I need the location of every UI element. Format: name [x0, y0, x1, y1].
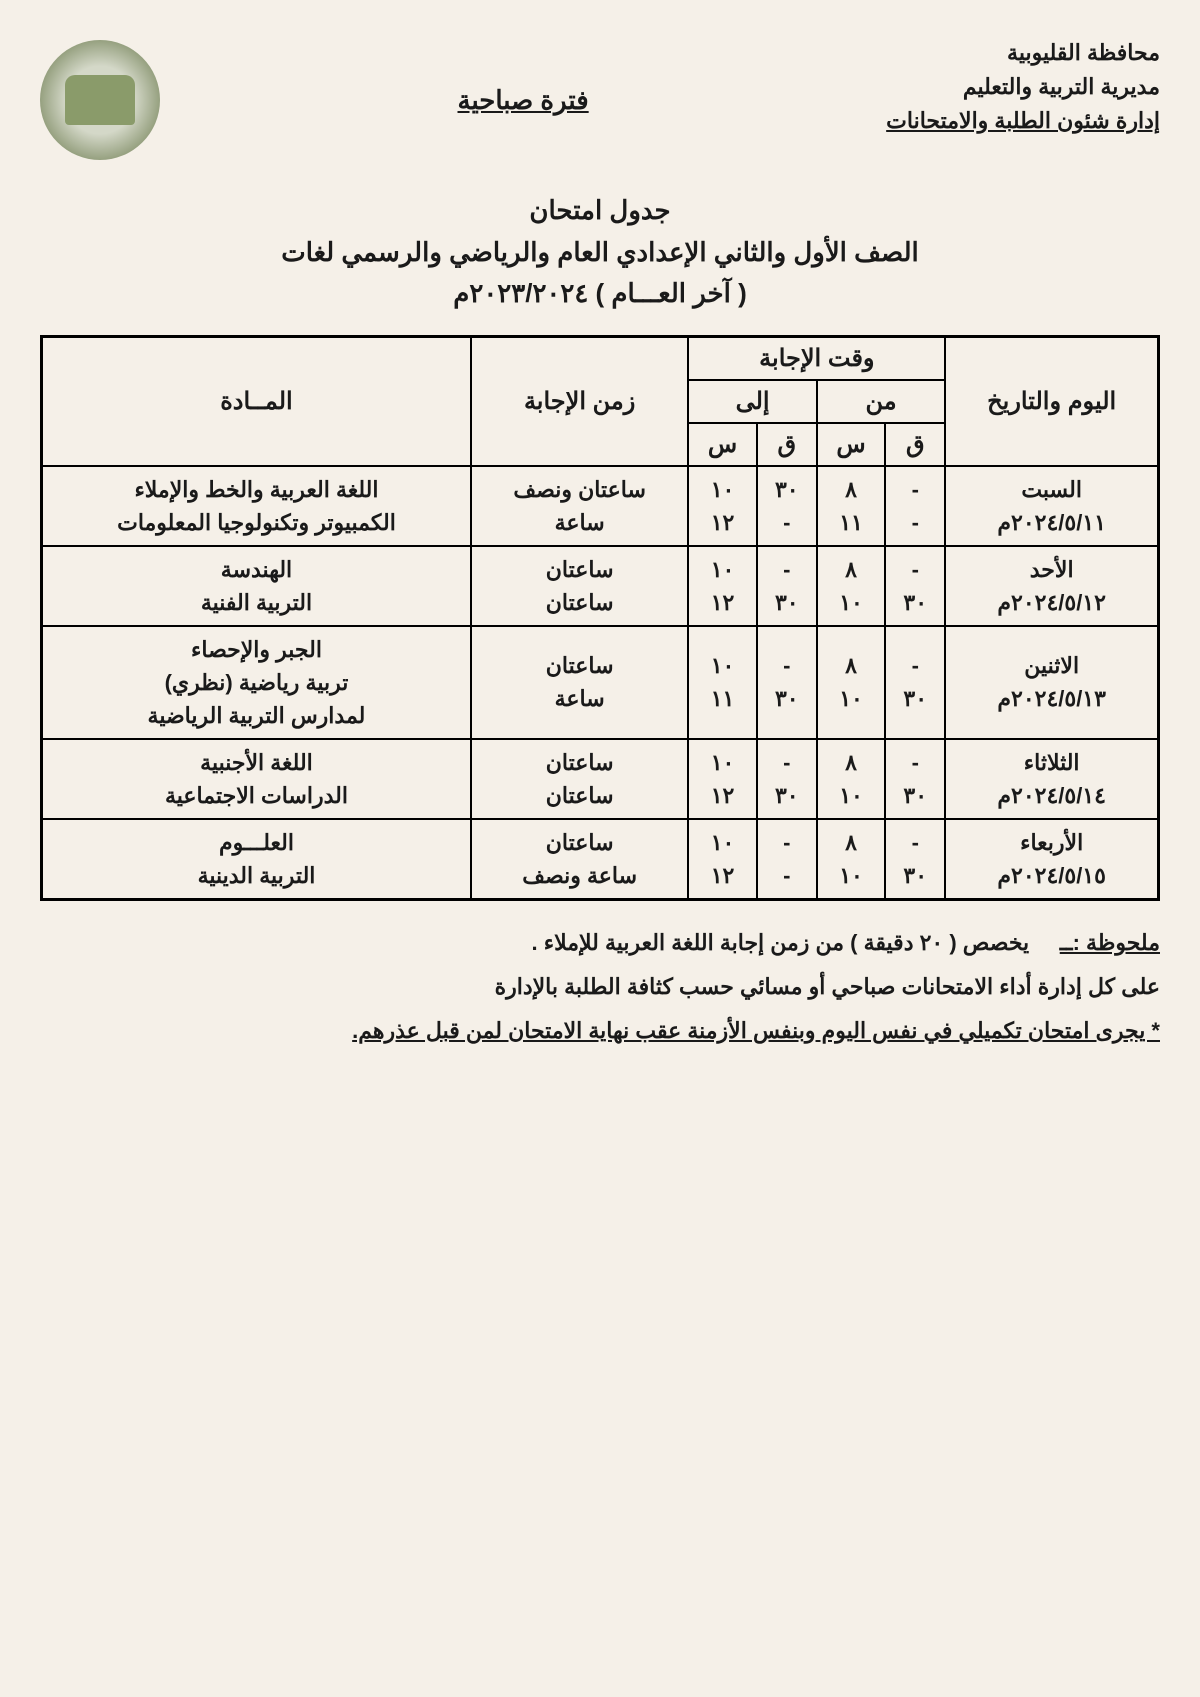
- header-row: محافظة القليوبية مديرية التربية والتعليم…: [40, 40, 1160, 160]
- directorate: مديرية التربية والتعليم: [886, 74, 1160, 100]
- cell-from-s: ٨١٠: [817, 546, 885, 626]
- title-line1: جدول امتحان: [40, 190, 1160, 232]
- title-line3: ( آخر العـــام ) ٢٠٢٣/٢٠٢٤م: [40, 273, 1160, 315]
- notes-block: ملحوظة :ــ يخصص ( ٢٠ دقيقة ) من زمن إجاب…: [40, 921, 1160, 1053]
- cell-to-d: --: [757, 819, 817, 900]
- cell-from-d: --: [885, 466, 945, 546]
- governorate: محافظة القليوبية: [886, 40, 1160, 66]
- table-row: الثلاثاء٢٠٢٤/٥/١٤م-٣٠٨١٠-٣٠١٠١٢ساعتانساع…: [42, 739, 1159, 819]
- cell-to-s: ١٠١٢: [688, 819, 756, 900]
- cell-to-d: -٣٠: [757, 626, 817, 739]
- title-line2: الصف الأول والثاني الإعدادي العام والريا…: [40, 232, 1160, 274]
- cell-from-s: ٨١٠: [817, 739, 885, 819]
- cell-from-d: -٣٠: [885, 819, 945, 900]
- cell-subject: الجبر والإحصاءتربية رياضية (نظري)لمدارس …: [42, 626, 471, 739]
- cell-date: الأحد٢٠٢٤/٥/١٢م: [945, 546, 1158, 626]
- cell-subject: العلـــومالتربية الدينية: [42, 819, 471, 900]
- cell-duration: ساعتانساعة ونصف: [471, 819, 688, 900]
- table-head: اليوم والتاريخ وقت الإجابة زمن الإجابة ا…: [42, 336, 1159, 466]
- table-row: الأحد٢٠٢٤/٥/١٢م-٣٠٨١٠-٣٠١٠١٢ساعتانساعتان…: [42, 546, 1159, 626]
- col-date: اليوم والتاريخ: [945, 336, 1158, 466]
- cell-from-s: ٨١٠: [817, 819, 885, 900]
- cell-from-d: -٣٠: [885, 739, 945, 819]
- cell-from-s: ٨١١: [817, 466, 885, 546]
- header-text-block: محافظة القليوبية مديرية التربية والتعليم…: [886, 40, 1160, 134]
- note1: يخصص ( ٢٠ دقيقة ) من زمن إجابة اللغة الع…: [532, 930, 1030, 955]
- note2: على كل إدارة أداء الامتحانات صباحي أو مس…: [40, 965, 1160, 1009]
- table-row: السبت٢٠٢٤/٥/١١م--٨١١٣٠-١٠١٢ساعتان ونصفسا…: [42, 466, 1159, 546]
- col-from-s: س: [817, 423, 885, 466]
- note3: * يجرى امتحان تكميلي في نفس اليوم وبنفس …: [40, 1009, 1160, 1053]
- logo-icon: [40, 40, 160, 160]
- cell-duration: ساعتانساعة: [471, 626, 688, 739]
- cell-date: السبت٢٠٢٤/٥/١١م: [945, 466, 1158, 546]
- exam-table: اليوم والتاريخ وقت الإجابة زمن الإجابة ا…: [40, 335, 1160, 901]
- col-duration: زمن الإجابة: [471, 336, 688, 466]
- cell-to-d: -٣٠: [757, 739, 817, 819]
- period-label: فترة صباحية: [458, 85, 589, 116]
- cell-from-d: -٣٠: [885, 626, 945, 739]
- col-time: وقت الإجابة: [688, 336, 945, 380]
- cell-date: الاثنين٢٠٢٤/٥/١٣م: [945, 626, 1158, 739]
- cell-duration: ساعتانساعتان: [471, 546, 688, 626]
- cell-duration: ساعتان ونصفساعة: [471, 466, 688, 546]
- cell-duration: ساعتانساعتان: [471, 739, 688, 819]
- col-from-d: ق: [885, 423, 945, 466]
- col-to-s: س: [688, 423, 756, 466]
- cell-from-s: ٨١٠: [817, 626, 885, 739]
- title-block: جدول امتحان الصف الأول والثاني الإعدادي …: [40, 190, 1160, 315]
- cell-to-s: ١٠١٢: [688, 546, 756, 626]
- note-label: ملحوظة :ــ: [1060, 930, 1160, 955]
- cell-to-d: ٣٠-: [757, 466, 817, 546]
- cell-subject: الهندسةالتربية الفنية: [42, 546, 471, 626]
- department: إدارة شئون الطلبة والامتحانات: [886, 108, 1160, 134]
- cell-to-s: ١٠١٢: [688, 739, 756, 819]
- cell-to-d: -٣٠: [757, 546, 817, 626]
- col-to: إلى: [688, 380, 816, 423]
- col-from: من: [817, 380, 945, 423]
- table-body: السبت٢٠٢٤/٥/١١م--٨١١٣٠-١٠١٢ساعتان ونصفسا…: [42, 466, 1159, 900]
- cell-from-d: -٣٠: [885, 546, 945, 626]
- cell-date: الثلاثاء٢٠٢٤/٥/١٤م: [945, 739, 1158, 819]
- cell-to-s: ١٠١٢: [688, 466, 756, 546]
- note-line1: ملحوظة :ــ يخصص ( ٢٠ دقيقة ) من زمن إجاب…: [40, 921, 1160, 965]
- col-to-d: ق: [757, 423, 817, 466]
- table-row: الأربعاء٢٠٢٤/٥/١٥م-٣٠٨١٠--١٠١٢ساعتانساعة…: [42, 819, 1159, 900]
- cell-subject: اللغة الأجنبيةالدراسات الاجتماعية: [42, 739, 471, 819]
- col-subject: المــادة: [42, 336, 471, 466]
- cell-date: الأربعاء٢٠٢٤/٥/١٥م: [945, 819, 1158, 900]
- cell-to-s: ١٠١١: [688, 626, 756, 739]
- cell-subject: اللغة العربية والخط والإملاءالكمبيوتر وت…: [42, 466, 471, 546]
- table-row: الاثنين٢٠٢٤/٥/١٣م-٣٠٨١٠-٣٠١٠١١ساعتانساعة…: [42, 626, 1159, 739]
